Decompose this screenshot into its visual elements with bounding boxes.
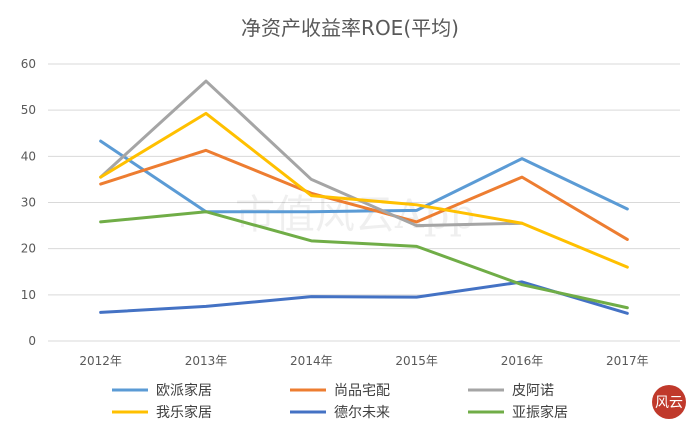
x-tick-label: 2014年 — [290, 354, 333, 368]
x-tick-label: 2012年 — [79, 354, 122, 368]
y-tick-label: 40 — [21, 149, 36, 163]
series-line-2 — [99, 79, 524, 228]
y-tick-label: 50 — [21, 103, 36, 117]
legend-item: 尚品宅配 — [290, 383, 390, 399]
series-line-5 — [99, 210, 629, 310]
series-line-3 — [99, 111, 629, 269]
legend-label: 我乐家居 — [156, 404, 212, 421]
legend-label: 德尔未来 — [334, 405, 390, 421]
x-axis: 2012年 2013年 2014年 2015年 2016年 2017年 — [79, 354, 648, 368]
legend-item: 亚振家居 — [468, 404, 568, 421]
y-tick-label: 0 — [28, 334, 36, 348]
chart-title: 净资产收益率ROE(平均) — [241, 16, 459, 40]
legend-item: 欧派家居 — [112, 382, 212, 399]
y-tick-label: 20 — [21, 242, 36, 256]
legend-item: 德尔未来 — [290, 405, 390, 421]
x-tick-label: 2013年 — [185, 354, 228, 368]
y-tick-label: 10 — [21, 288, 36, 302]
legend-label: 尚品宅配 — [334, 383, 390, 399]
y-axis: 0 10 20 30 40 50 60 — [21, 57, 36, 348]
logo-circle — [652, 385, 686, 419]
x-tick-label: 2017年 — [606, 354, 649, 368]
series-line-4 — [99, 280, 629, 315]
legend-item: 皮阿诺 — [468, 383, 554, 399]
y-tick-label: 60 — [21, 57, 36, 71]
x-tick-label: 2015年 — [395, 354, 438, 368]
legend-label: 皮阿诺 — [512, 383, 554, 399]
legend-item: 我乐家居 — [112, 404, 212, 421]
gridlines — [48, 63, 680, 342]
series-lines — [99, 79, 629, 315]
x-tick-label: 2016年 — [501, 354, 544, 368]
legend-label: 欧派家居 — [156, 382, 212, 399]
legend-label: 亚振家居 — [512, 404, 568, 421]
series-line-0 — [99, 139, 629, 214]
series-line-1 — [99, 148, 629, 241]
y-tick-label: 30 — [21, 196, 36, 210]
logo-text: 风云 — [655, 395, 683, 411]
brand-logo: 风云 — [652, 385, 686, 419]
